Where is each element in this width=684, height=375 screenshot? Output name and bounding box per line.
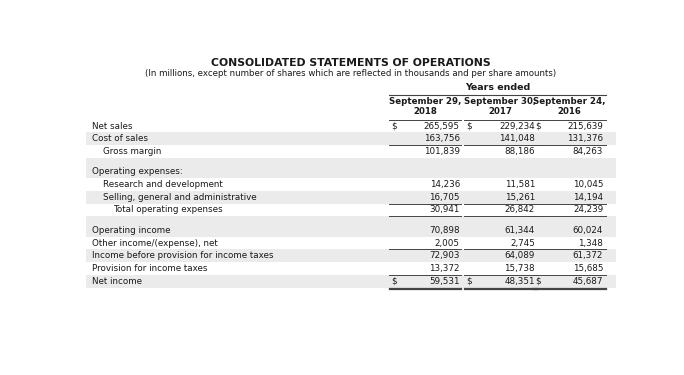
Text: 2,005: 2,005	[435, 238, 460, 248]
Bar	[86, 165, 616, 178]
Bar	[86, 224, 616, 237]
Text: 14,194: 14,194	[573, 193, 603, 202]
Text: 141,048: 141,048	[499, 134, 535, 143]
Text: 88,186: 88,186	[505, 147, 535, 156]
Bar	[86, 262, 616, 275]
Text: 10,045: 10,045	[573, 180, 603, 189]
Text: Total operating expenses: Total operating expenses	[114, 206, 223, 214]
Bar	[86, 132, 616, 145]
Text: 24,239: 24,239	[573, 206, 603, 214]
Text: $: $	[391, 122, 397, 130]
Bar	[86, 178, 616, 191]
Bar	[86, 237, 616, 249]
Text: $: $	[391, 277, 397, 286]
Text: Other income/(expense), net: Other income/(expense), net	[92, 238, 218, 248]
Text: 131,376: 131,376	[567, 134, 603, 143]
Text: $: $	[466, 122, 472, 130]
Text: $: $	[535, 122, 540, 130]
Text: Research and development: Research and development	[103, 180, 222, 189]
Text: 26,842: 26,842	[505, 206, 535, 214]
Text: 1,348: 1,348	[579, 238, 603, 248]
Text: 15,738: 15,738	[504, 264, 535, 273]
Text: 265,595: 265,595	[424, 122, 460, 130]
Text: Cost of sales: Cost of sales	[92, 134, 148, 143]
Bar	[86, 120, 616, 132]
Text: Operating expenses:: Operating expenses:	[92, 167, 183, 176]
Text: 45,687: 45,687	[573, 277, 603, 286]
Text: 11,581: 11,581	[505, 180, 535, 189]
Text: 101,839: 101,839	[424, 147, 460, 156]
Text: Years ended: Years ended	[465, 83, 530, 92]
Text: September 29,
2018: September 29, 2018	[389, 97, 461, 116]
Text: 70,898: 70,898	[429, 226, 460, 235]
Text: 215,639: 215,639	[567, 122, 603, 130]
Bar	[86, 145, 616, 158]
Text: 14,236: 14,236	[430, 180, 460, 189]
Text: September 30,
2017: September 30, 2017	[464, 97, 536, 116]
Text: Operating income: Operating income	[92, 226, 170, 235]
Text: 15,261: 15,261	[505, 193, 535, 202]
Text: 59,531: 59,531	[430, 277, 460, 286]
Text: 13,372: 13,372	[430, 264, 460, 273]
Text: Net income: Net income	[92, 277, 142, 286]
Text: $: $	[535, 277, 540, 286]
Bar	[86, 204, 616, 216]
Text: Provision for income taxes: Provision for income taxes	[92, 264, 207, 273]
Text: 64,089: 64,089	[505, 251, 535, 260]
Text: 84,263: 84,263	[573, 147, 603, 156]
Text: 2,745: 2,745	[510, 238, 535, 248]
Text: CONSOLIDATED STATEMENTS OF OPERATIONS: CONSOLIDATED STATEMENTS OF OPERATIONS	[211, 58, 490, 68]
Bar	[86, 275, 616, 288]
Text: (In millions, except number of shares which are reflected in thousands and per s: (In millions, except number of shares wh…	[145, 69, 556, 78]
Text: 229,234: 229,234	[499, 122, 535, 130]
Text: 60,024: 60,024	[573, 226, 603, 235]
Text: Gross margin: Gross margin	[103, 147, 161, 156]
Text: 61,344: 61,344	[505, 226, 535, 235]
Text: $: $	[466, 277, 472, 286]
Text: 163,756: 163,756	[424, 134, 460, 143]
Text: Selling, general and administrative: Selling, general and administrative	[103, 193, 256, 202]
Bar	[86, 158, 616, 165]
Text: 16,705: 16,705	[430, 193, 460, 202]
Bar	[86, 191, 616, 204]
Text: 48,351: 48,351	[505, 277, 535, 286]
Text: 30,941: 30,941	[430, 206, 460, 214]
Text: Income before provision for income taxes: Income before provision for income taxes	[92, 251, 273, 260]
Text: September 24,
2016: September 24, 2016	[533, 97, 605, 116]
Bar	[86, 249, 616, 262]
Text: 15,685: 15,685	[573, 264, 603, 273]
Text: 72,903: 72,903	[430, 251, 460, 260]
Text: Net sales: Net sales	[92, 122, 132, 130]
Bar	[86, 216, 616, 224]
Text: 61,372: 61,372	[573, 251, 603, 260]
